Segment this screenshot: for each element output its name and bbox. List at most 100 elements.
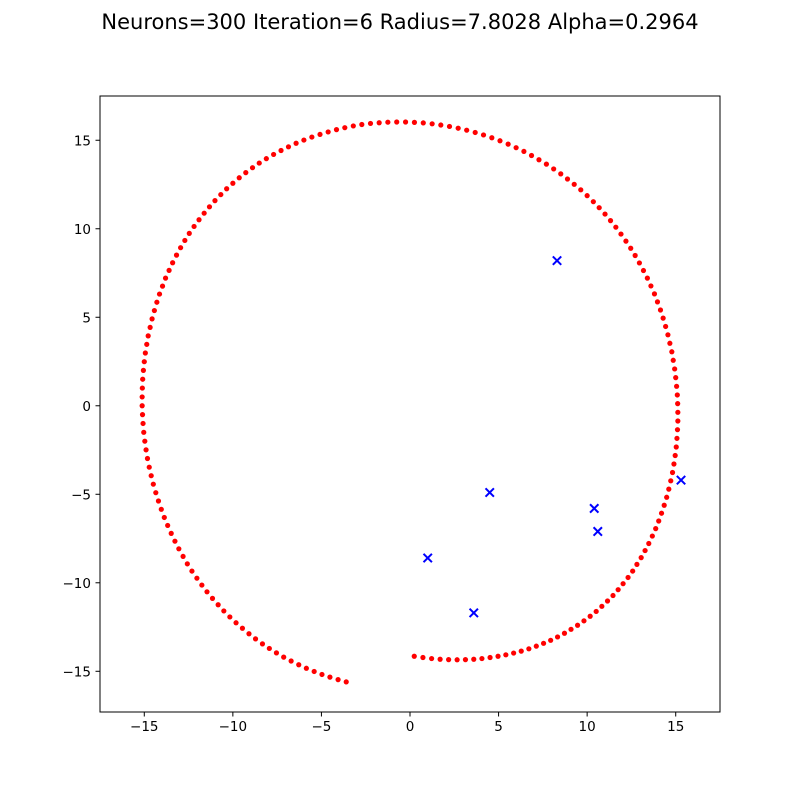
neuron-point [480, 132, 487, 138]
neuron-point [674, 427, 681, 433]
neuron-point [212, 198, 218, 204]
neuron-point [252, 636, 259, 642]
neuron-point [218, 191, 224, 198]
neuron-point [142, 350, 148, 356]
neuron-point [665, 332, 671, 338]
neuron-point [462, 657, 469, 663]
neuron-point [437, 656, 443, 662]
neuron-point [194, 575, 200, 581]
neuron-point [161, 514, 167, 521]
neuron-point [186, 230, 192, 236]
neuron-point [327, 674, 333, 680]
neuron-point [230, 180, 236, 186]
neuron-point [581, 618, 587, 624]
neuron-point [648, 283, 654, 289]
neuron-point [644, 275, 650, 281]
neuron-point [288, 658, 294, 664]
neuron-point [604, 598, 611, 604]
neuron-point [196, 217, 202, 223]
neuron-point [672, 452, 678, 459]
neuron-point [139, 403, 145, 409]
sample-series [422, 255, 686, 618]
neuron-point [590, 199, 596, 205]
neuron-point [673, 375, 679, 381]
neuron-point [489, 135, 495, 141]
neuron-point [568, 626, 574, 632]
neuron-point [303, 665, 309, 671]
neuron-point [429, 121, 435, 127]
neuron-point [663, 323, 669, 330]
sample-point [422, 553, 433, 563]
neuron-point [667, 340, 673, 346]
neuron-point [278, 147, 284, 154]
neuron-point [479, 655, 485, 662]
sample-point [592, 526, 603, 537]
neuron-point [528, 152, 535, 159]
neuron-point [151, 307, 157, 314]
sample-point [589, 503, 600, 514]
neuron-point [147, 324, 153, 330]
neuron-point [359, 121, 365, 128]
neuron-point [607, 218, 614, 224]
neuron-point [599, 603, 605, 609]
neuron-point [675, 418, 681, 424]
neuron-point [156, 291, 163, 297]
neuron-point [176, 546, 182, 552]
neuron-point [653, 526, 659, 532]
neuron-point [311, 668, 317, 675]
neuron-point [140, 376, 146, 382]
neuron-point [189, 568, 195, 574]
neuron-point [166, 267, 172, 273]
neuron-point [350, 123, 356, 129]
neuron-point [636, 260, 643, 266]
neuron-point [153, 490, 159, 496]
neuron-point [144, 455, 151, 462]
neuron-point [143, 447, 149, 453]
neuron-point [526, 646, 532, 652]
neuron-point [420, 120, 426, 126]
neuron-point [558, 171, 564, 177]
neuron-point [628, 245, 634, 251]
tick-layer: −15 −10 −5 0 5 10 15 −15 −10 −5 0 5 10 15 [63, 133, 685, 735]
neuron-point [471, 656, 477, 662]
sample-point [552, 255, 562, 266]
neuron-point [178, 245, 184, 251]
neuron-point [672, 366, 678, 372]
y-tick-label: 0 [82, 399, 91, 415]
neuron-point [610, 592, 616, 599]
y-tick-label: −15 [63, 664, 92, 680]
neuron-point [165, 522, 171, 529]
neuron-point [144, 341, 150, 347]
sample-point [676, 475, 686, 486]
axes-frame [99, 95, 721, 713]
neuron-point [221, 608, 227, 614]
neuron-point [140, 367, 146, 373]
neuron-point [669, 349, 675, 355]
neuron-point [429, 655, 435, 662]
neuron-point [342, 125, 348, 131]
neuron-point [554, 634, 561, 640]
neuron-point [543, 161, 550, 167]
neuron-point [158, 506, 164, 512]
neuron-point [317, 131, 323, 138]
neuron-point [243, 170, 249, 176]
neuron-point [521, 148, 527, 155]
neuron-point [574, 622, 581, 628]
x-tick-label: −15 [130, 719, 159, 735]
neuron-point [155, 498, 162, 504]
neuron-point [184, 561, 190, 567]
neuron-point [561, 630, 568, 636]
neuron-point [145, 333, 151, 339]
neuron-point [660, 315, 666, 321]
neuron-point [271, 151, 277, 158]
neuron-point [587, 613, 593, 619]
neuron-point [204, 589, 210, 595]
neuron-point [668, 478, 674, 484]
neuron-point [671, 461, 677, 467]
x-tick-label: 10 [579, 719, 596, 735]
sample-point [468, 607, 479, 618]
neuron-point [293, 140, 299, 146]
neuron-point [319, 671, 325, 678]
x-tick-label: −5 [311, 719, 331, 735]
neuron-point [511, 650, 517, 656]
